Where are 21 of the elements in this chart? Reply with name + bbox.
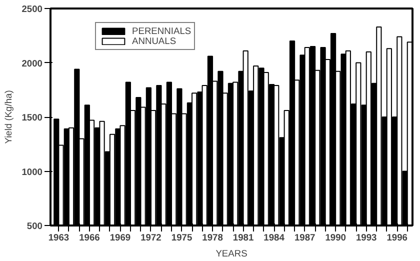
x-tick-label: 1990 bbox=[325, 232, 346, 242]
x-tick-label: 1966 bbox=[79, 232, 100, 242]
legend-label: PERENNIALS bbox=[132, 26, 192, 36]
y-tick-label: 2000 bbox=[22, 58, 43, 68]
x-tick-label: 1996 bbox=[386, 232, 408, 242]
x-tick-label: 1984 bbox=[264, 232, 286, 242]
x-tick-label: 1969 bbox=[110, 232, 131, 242]
x-tick-label: 1987 bbox=[294, 232, 316, 242]
x-tick-label: 1963 bbox=[48, 232, 70, 242]
y-axis-title: Yield (Kg/ha) bbox=[4, 90, 14, 144]
x-tick-label: 1981 bbox=[232, 232, 254, 242]
y-tick-label: 1500 bbox=[22, 112, 43, 122]
y-tick-label: 1000 bbox=[22, 166, 43, 177]
x-tick-label: 1993 bbox=[356, 232, 377, 242]
legend-label: ANNUALS bbox=[132, 36, 176, 46]
y-tick-label: 500 bbox=[26, 221, 43, 231]
x-tick-label: 1972 bbox=[140, 232, 162, 242]
x-axis-title: YEARS bbox=[216, 248, 248, 258]
x-tick-label: 1975 bbox=[171, 232, 192, 242]
x-tick-label: 1978 bbox=[202, 232, 223, 242]
y-tick-label: 2500 bbox=[22, 4, 43, 14]
